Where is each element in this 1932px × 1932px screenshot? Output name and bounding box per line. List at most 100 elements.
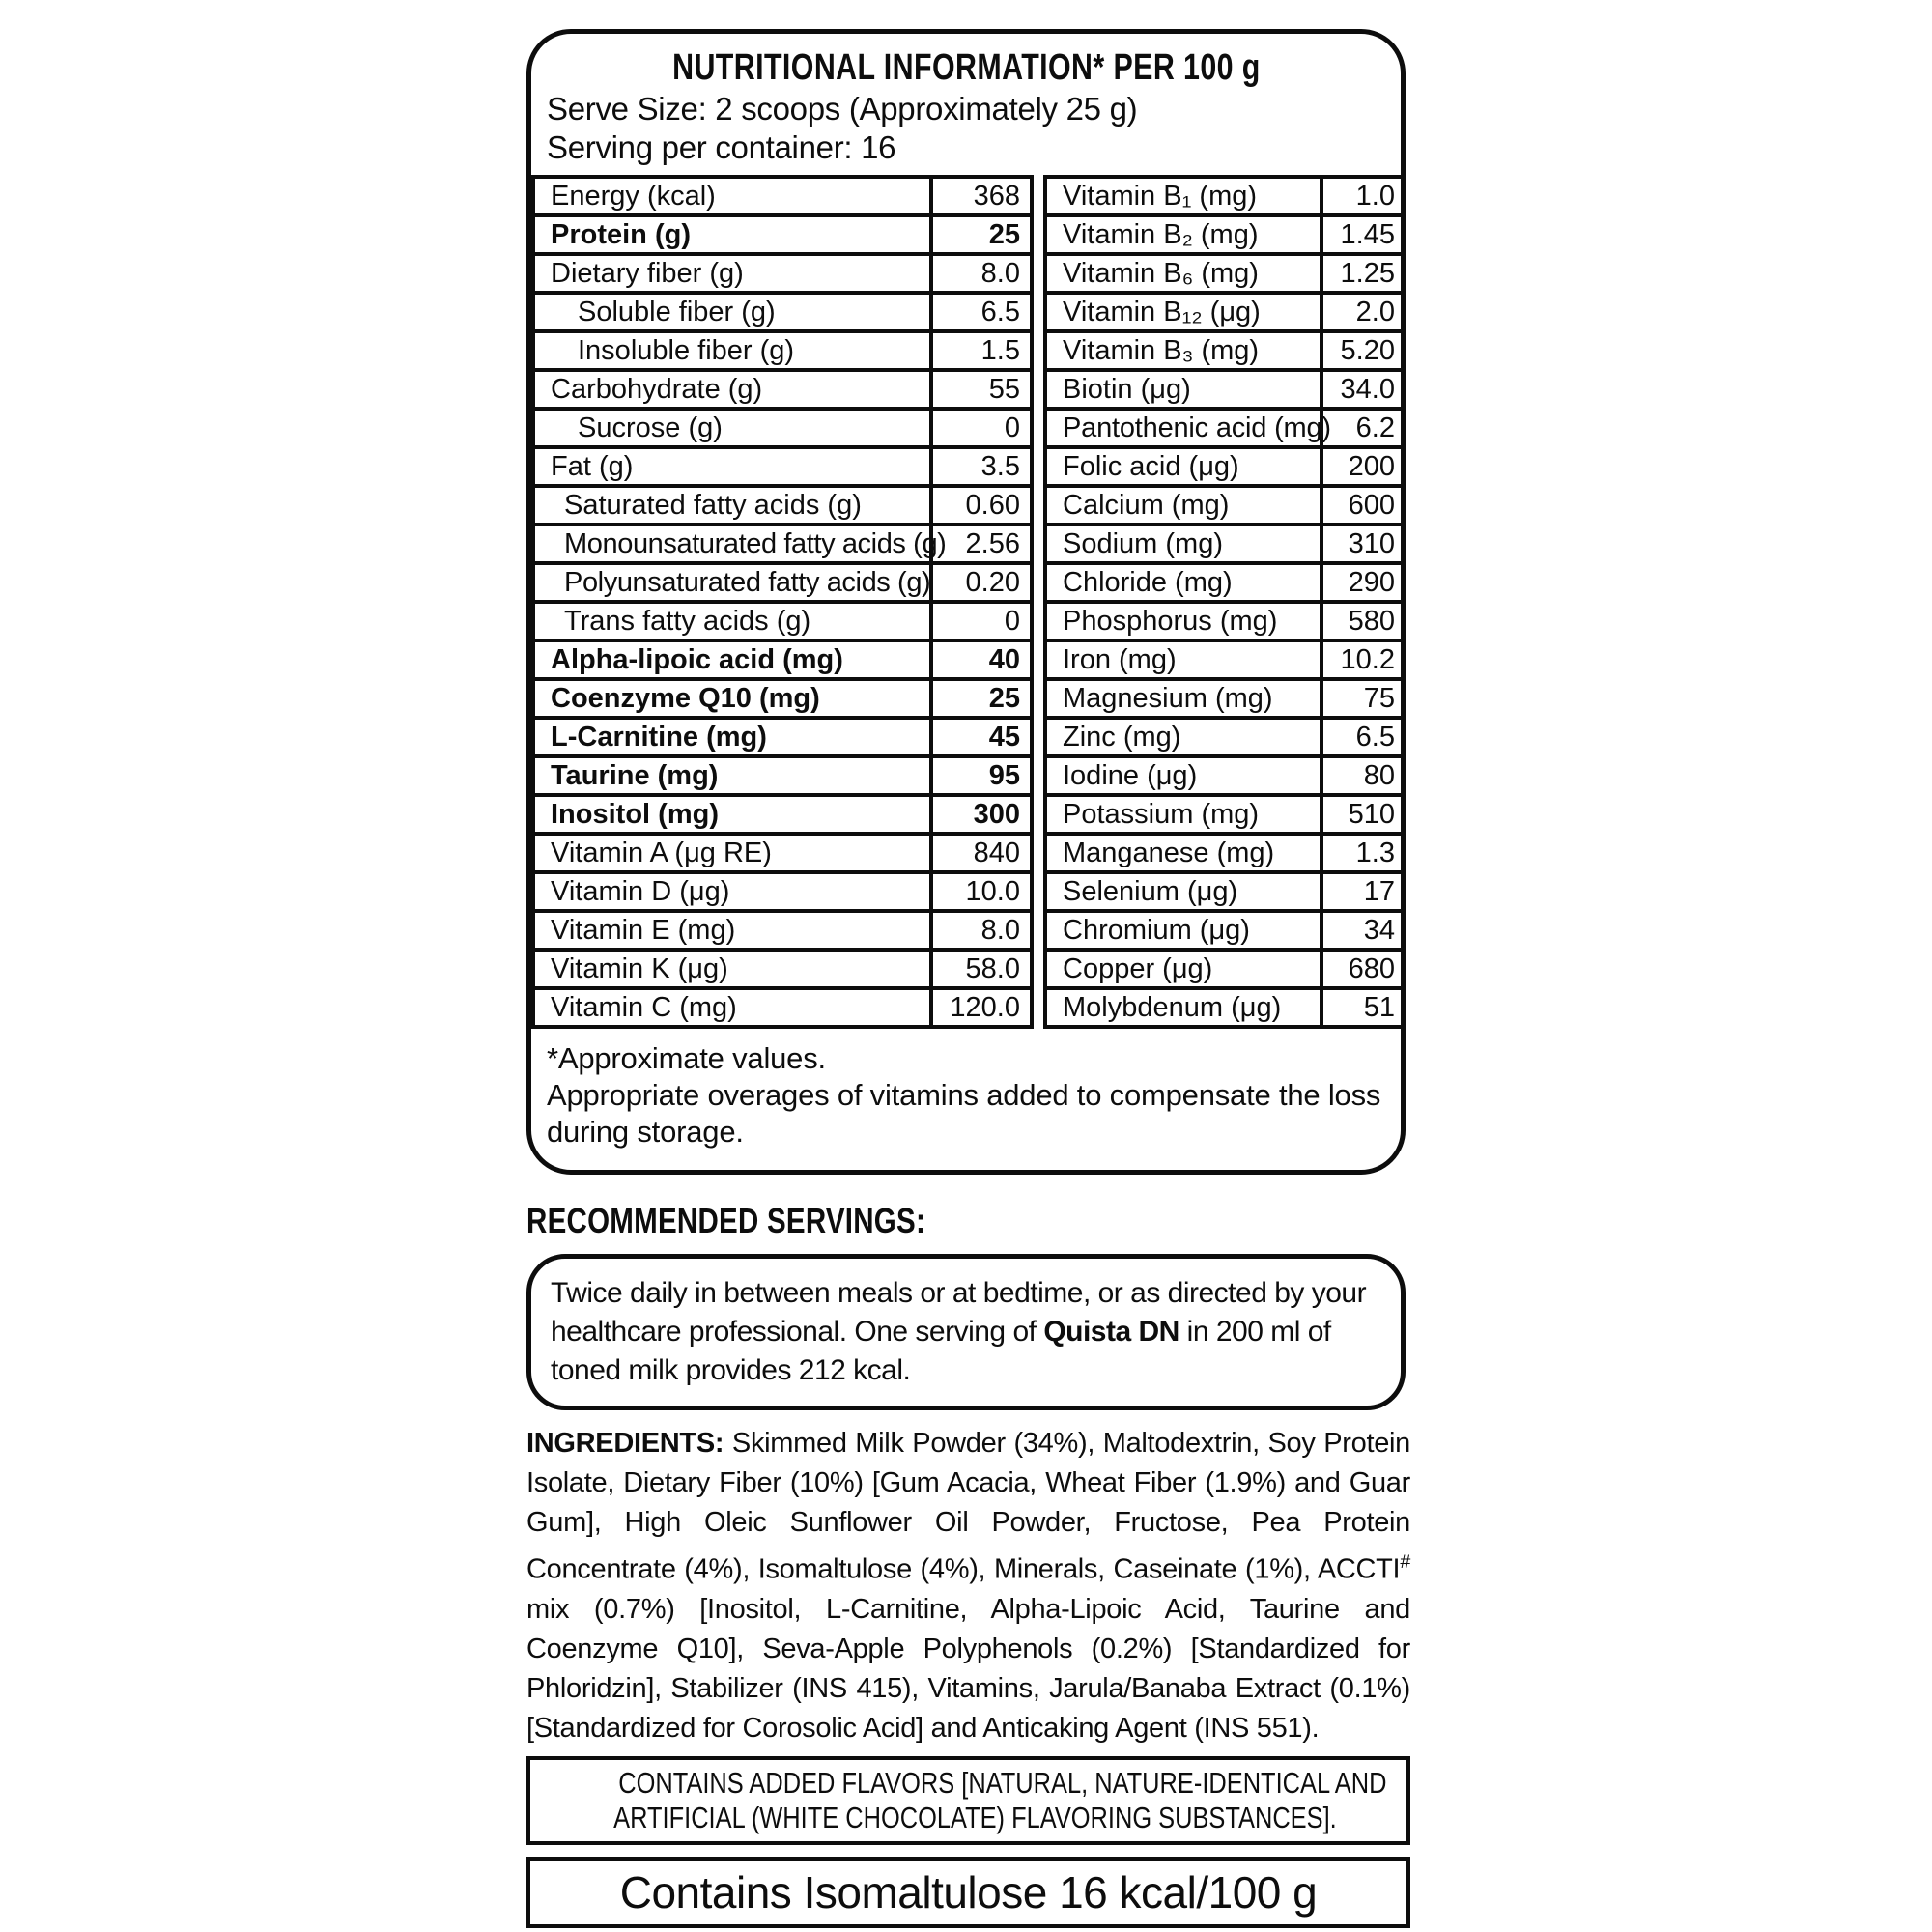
nutrient-value: 8.0 <box>931 254 1032 293</box>
left-nutrient-row: Vitamin A (μg RE) 840 <box>533 834 1032 872</box>
nutrient-label: Manganese (mg) <box>1045 834 1321 872</box>
nutrient-label: Insoluble fiber (g) <box>533 331 931 370</box>
nutrient-value: 1.25 <box>1321 254 1401 293</box>
left-nutrient-row: Sucrose (g) 0 <box>533 409 1032 447</box>
nutrient-value: 6.5 <box>1321 718 1401 756</box>
flavors-box: CONTAINS ADDED FLAVORS [NATURAL, NATURE-… <box>526 1755 1410 1845</box>
left-nutrient-row: Fat (g) 3.5 <box>533 447 1032 486</box>
nutrient-label: Vitamin B₂ (mg) <box>1045 215 1321 254</box>
nutrient-value: 25 <box>931 215 1032 254</box>
left-nutrient-row: Energy (kcal) 368 <box>533 177 1032 215</box>
panel-title: NUTRITIONAL INFORMATION* PER 100 g <box>531 45 1401 90</box>
nutrient-value: 95 <box>931 756 1032 795</box>
nutrient-value: 8.0 <box>931 911 1032 950</box>
nutrient-label: Phosphorus (mg) <box>1045 602 1321 640</box>
nutrient-label: Iodine (μg) <box>1045 756 1321 795</box>
left-nutrient-row: Coenzyme Q10 (mg) 25 <box>533 679 1032 718</box>
nutrition-table-right-body: Vitamin B₁ (mg) 1.0 Vitamin B₂ (mg) 1.45 Vit… <box>1045 177 1401 1027</box>
isomaltulose-text: Contains Isomaltulose 16 kcal/100 g <box>619 1866 1318 1918</box>
text-segment: Twice daily in between meals or at bedti… <box>551 1277 1367 1348</box>
nutrient-label: Vitamin K (μg) <box>533 950 931 988</box>
text-segment: Skimmed Milk Powder (34%), Maltodextrin,… <box>526 1428 1410 1585</box>
nutrient-value: 1.5 <box>931 331 1032 370</box>
nutrient-label: Chromium (μg) <box>1045 911 1321 950</box>
nutrient-value: 0.60 <box>931 486 1032 525</box>
nutrient-value: 1.3 <box>1321 834 1401 872</box>
nutrient-value: 55 <box>931 370 1032 409</box>
footnote: *Approximate values. Appropriate overage… <box>531 1029 1401 1170</box>
nutrient-value: 40 <box>931 640 1032 679</box>
left-nutrient-row: Saturated fatty acids (g) 0.60 <box>533 486 1032 525</box>
nutrient-value: 2.56 <box>931 525 1032 563</box>
nutrient-value: 6.5 <box>931 293 1032 331</box>
nutrient-value: 120.0 <box>931 988 1032 1027</box>
nutrient-label: Zinc (mg) <box>1045 718 1321 756</box>
nutrient-value: 0 <box>931 409 1032 447</box>
left-nutrient-row: Vitamin K (μg) 58.0 <box>533 950 1032 988</box>
nutrient-label: Molybdenum (μg) <box>1045 988 1321 1027</box>
left-nutrient-row: Inositol (mg) 300 <box>533 795 1032 834</box>
right-nutrient-row: Zinc (mg) 6.5 <box>1045 718 1401 756</box>
right-nutrient-row: Potassium (mg) 510 <box>1045 795 1401 834</box>
nutrient-value: 1.0 <box>1321 177 1401 215</box>
nutrition-table-left-body: Energy (kcal) 368 Protein (g) 25 Dietary fib… <box>533 177 1032 1027</box>
left-nutrient-row: Dietary fiber (g) 8.0 <box>533 254 1032 293</box>
nutrient-label: Sucrose (g) <box>533 409 931 447</box>
nutrient-value: 200 <box>1321 447 1401 486</box>
nutrient-value: 25 <box>931 679 1032 718</box>
nutrient-value: 51 <box>1321 988 1401 1027</box>
left-nutrient-row: Vitamin E (mg) 8.0 <box>533 911 1032 950</box>
nutrient-value: 840 <box>931 834 1032 872</box>
right-nutrient-row: Phosphorus (mg) 580 <box>1045 602 1401 640</box>
nutrient-value: 2.0 <box>1321 293 1401 331</box>
nutrient-value: 680 <box>1321 950 1401 988</box>
nutrient-value: 600 <box>1321 486 1401 525</box>
text-segment: Quista DN <box>1043 1316 1179 1348</box>
right-nutrient-row: Iodine (μg) 80 <box>1045 756 1401 795</box>
left-nutrient-row: Alpha-lipoic acid (mg) 40 <box>533 640 1032 679</box>
ingredients-paragraph: INGREDIENTS: Skimmed Milk Powder (34%), … <box>526 1424 1410 1748</box>
flavors-line-2: ARTIFICIAL (WHITE CHOCOLATE) FLAVORING S… <box>534 1801 1403 1835</box>
text-segment: in 200 ml of toned milk provides 212 kca… <box>551 1316 1331 1386</box>
nutrient-value: 58.0 <box>931 950 1032 988</box>
nutrient-value: 45 <box>931 718 1032 756</box>
left-nutrient-row: Insoluble fiber (g) 1.5 <box>533 331 1032 370</box>
nutrient-label: Magnesium (mg) <box>1045 679 1321 718</box>
nutrient-value: 290 <box>1321 563 1401 602</box>
nutrient-value: 0.20 <box>931 563 1032 602</box>
right-nutrient-row: Calcium (mg) 600 <box>1045 486 1401 525</box>
nutrient-label: Saturated fatty acids (g) <box>533 486 931 525</box>
nutrient-label: Monounsaturated fatty acids (g) <box>533 525 947 563</box>
nutrient-label: Selenium (μg) <box>1045 872 1321 911</box>
nutrient-value: 3.5 <box>931 447 1032 486</box>
right-nutrient-row: Magnesium (mg) 75 <box>1045 679 1401 718</box>
left-nutrient-row: Polyunsaturated fatty acids (g) 0.20 <box>533 563 1032 602</box>
nutrient-label: Potassium (mg) <box>1045 795 1321 834</box>
right-nutrient-row: Pantothenic acid (mg) 6.2 <box>1045 409 1401 447</box>
left-nutrient-row: Protein (g) 25 <box>533 215 1032 254</box>
nutrient-label: Vitamin B₃ (mg) <box>1045 331 1321 370</box>
left-nutrient-row: Monounsaturated fatty acids (g) 2.56 <box>533 525 1032 563</box>
nutrient-value: 6.2 <box>1321 409 1401 447</box>
servings-per-container: Serving per container: 16 <box>547 129 896 165</box>
nutrient-label: Vitamin B₁₂ (μg) <box>1045 293 1321 331</box>
nutrient-label: L-Carnitine (mg) <box>533 718 931 756</box>
footnote-line-approximate: *Approximate values. <box>547 1041 826 1075</box>
nutrient-label: Copper (μg) <box>1045 950 1321 988</box>
right-nutrient-row: Copper (μg) 680 <box>1045 950 1401 988</box>
nutrient-label: Coenzyme Q10 (mg) <box>533 679 931 718</box>
right-nutrient-row: Vitamin B₂ (mg) 1.45 <box>1045 215 1401 254</box>
nutrition-panel: NUTRITIONAL INFORMATION* PER 100 g Serve… <box>526 29 1406 1175</box>
right-nutrient-row: Selenium (μg) 17 <box>1045 872 1401 911</box>
nutrient-label: Protein (g) <box>533 215 931 254</box>
left-nutrient-row: Taurine (mg) 95 <box>533 756 1032 795</box>
nutrient-label: Calcium (mg) <box>1045 486 1321 525</box>
nutrient-label: Chloride (mg) <box>1045 563 1321 602</box>
nutrient-label: Dietary fiber (g) <box>533 254 931 293</box>
text-segment: # <box>1400 1551 1410 1573</box>
nutrient-label: Iron (mg) <box>1045 640 1321 679</box>
serve-size: Serve Size: 2 scoops (Approximately 25 g… <box>547 91 1138 127</box>
left-nutrient-row: L-Carnitine (mg) 45 <box>533 718 1032 756</box>
nutrient-value: 368 <box>931 177 1032 215</box>
nutrient-value: 5.20 <box>1321 331 1401 370</box>
